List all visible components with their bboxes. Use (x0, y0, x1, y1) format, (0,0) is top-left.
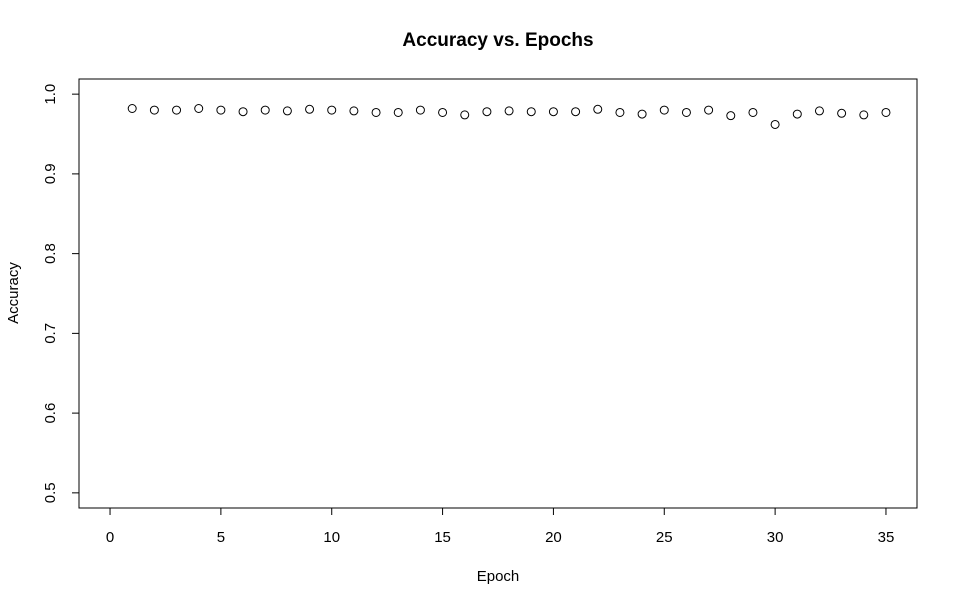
data-point-epoch-16 (460, 110, 470, 120)
data-point-epoch-12 (371, 107, 381, 117)
x-tick-label-35: 35 (878, 529, 895, 546)
y-tick-label-0.5: 0.5 (42, 482, 59, 503)
data-point-epoch-6 (238, 107, 248, 117)
data-point-epoch-11 (349, 106, 359, 116)
data-point-epoch-25 (659, 105, 669, 115)
data-point-epoch-20 (548, 107, 558, 117)
x-axis: 0 5 10 15 20 25 30 35 (106, 507, 895, 546)
data-point-epoch-18 (504, 106, 514, 116)
data-points (127, 104, 891, 129)
data-point-epoch-10 (327, 105, 337, 115)
data-point-epoch-3 (172, 105, 182, 115)
data-point-epoch-33 (837, 108, 847, 118)
data-point-epoch-14 (415, 105, 425, 115)
y-tick-label-0.9: 0.9 (42, 163, 59, 184)
x-tick-label-10: 10 (323, 529, 340, 546)
plot-area-frame (78, 78, 918, 509)
y-axis-label: Accuracy (5, 262, 22, 324)
data-point-epoch-24 (637, 109, 647, 119)
data-point-epoch-8 (282, 106, 292, 116)
y-tick-label-0.6: 0.6 (42, 403, 59, 424)
data-point-epoch-32 (814, 106, 824, 116)
data-point-epoch-31 (792, 109, 802, 119)
x-axis-label: Epoch (477, 568, 520, 585)
data-point-epoch-4 (194, 104, 204, 114)
y-axis: 0.5 0.6 0.7 0.8 0.9 1.0 (42, 84, 80, 503)
data-point-epoch-21 (571, 107, 581, 117)
chart-title: Accuracy vs. Epochs (402, 30, 593, 51)
data-point-epoch-2 (149, 105, 159, 115)
data-point-epoch-9 (305, 104, 315, 114)
data-point-epoch-30 (770, 119, 780, 129)
data-point-epoch-1 (127, 104, 137, 114)
data-point-epoch-15 (438, 107, 448, 117)
data-point-epoch-13 (393, 107, 403, 117)
data-point-epoch-23 (615, 107, 625, 117)
data-point-epoch-28 (726, 111, 736, 121)
data-point-epoch-29 (748, 107, 758, 117)
y-tick-label-0.7: 0.7 (42, 323, 59, 344)
data-point-epoch-34 (859, 110, 869, 120)
data-point-epoch-19 (526, 107, 536, 117)
data-point-epoch-17 (482, 107, 492, 117)
data-point-epoch-26 (681, 107, 691, 117)
x-tick-label-30: 30 (767, 529, 784, 546)
data-point-epoch-27 (704, 105, 714, 115)
data-point-epoch-35 (881, 107, 891, 117)
x-tick-label-15: 15 (434, 529, 451, 546)
x-tick-label-5: 5 (217, 529, 225, 546)
data-point-epoch-5 (216, 105, 226, 115)
x-tick-label-0: 0 (106, 529, 114, 546)
y-tick-label-0.8: 0.8 (42, 243, 59, 264)
x-tick-label-20: 20 (545, 529, 562, 546)
data-point-epoch-7 (260, 105, 270, 115)
y-tick-label-1.0: 1.0 (42, 84, 59, 105)
data-point-epoch-22 (593, 104, 603, 114)
x-tick-label-25: 25 (656, 529, 673, 546)
